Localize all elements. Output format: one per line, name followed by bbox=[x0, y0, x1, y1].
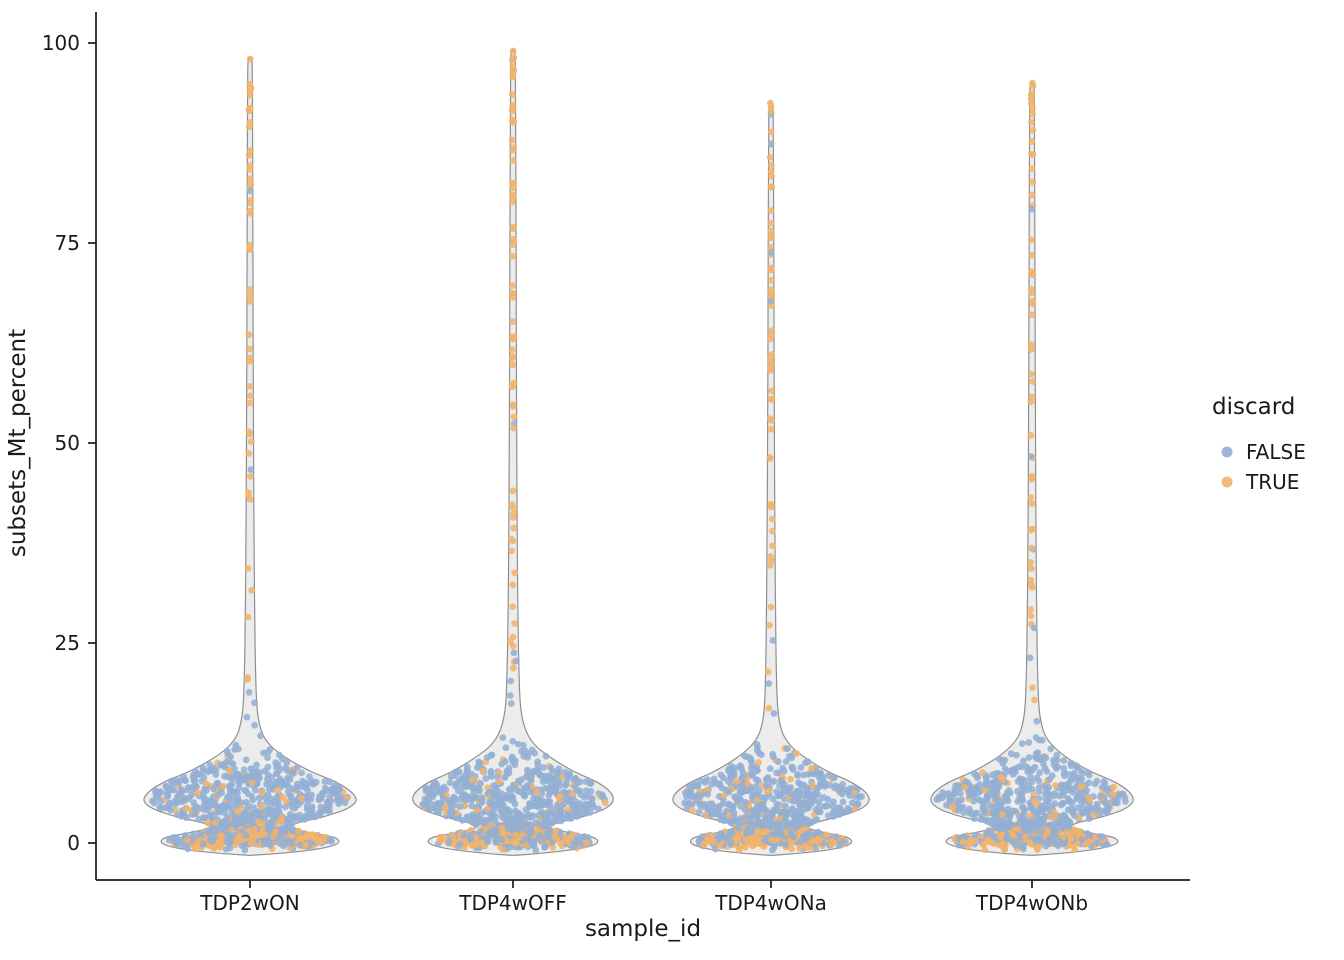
points-TDP2wON bbox=[149, 55, 351, 854]
violin-TDP4wONb bbox=[930, 79, 1134, 856]
x-tick-label-TDP4wONb: TDP4wONb bbox=[975, 891, 1088, 915]
legend: discard FALSE TRUE bbox=[1212, 394, 1306, 494]
y-tick-label: 0 bbox=[67, 831, 80, 855]
axes: 0 25 50 75 100 TDP2wON TDP4wOFF TDP4wONa TDP4wON… bbox=[5, 12, 1190, 942]
legend-label-true: TRUE bbox=[1245, 470, 1299, 494]
points-TDP4wOFF bbox=[419, 47, 609, 854]
legend-key-false bbox=[1221, 446, 1233, 458]
x-tick-label-TDP4wONa: TDP4wONa bbox=[714, 891, 827, 915]
legend-key-true bbox=[1221, 476, 1233, 488]
violin-TDP4wONa bbox=[672, 99, 870, 856]
x-tick-label-TDP4wOFF: TDP4wOFF bbox=[458, 891, 567, 915]
legend-title: discard bbox=[1212, 394, 1295, 420]
legend-label-false: FALSE bbox=[1246, 440, 1306, 464]
y-tick-label: 25 bbox=[55, 631, 80, 655]
violin-TDP4wOFF bbox=[412, 47, 614, 856]
violin-TDP2wON bbox=[143, 55, 357, 856]
points-TDP4wONa bbox=[681, 99, 865, 854]
y-tick-label: 100 bbox=[42, 31, 80, 55]
x-axis-title: sample_id bbox=[585, 916, 701, 942]
x-tick-label-TDP2wON: TDP2wON bbox=[199, 891, 299, 915]
y-tick-label: 75 bbox=[55, 231, 80, 255]
y-axis-title: subsets_Mt_percent bbox=[5, 329, 31, 557]
y-tick-label: 50 bbox=[55, 431, 80, 455]
violin-outline-TDP4wONa bbox=[672, 100, 870, 856]
points-TDP4wONb bbox=[933, 79, 1129, 854]
violin-outline-TDP4wOFF bbox=[412, 48, 614, 856]
